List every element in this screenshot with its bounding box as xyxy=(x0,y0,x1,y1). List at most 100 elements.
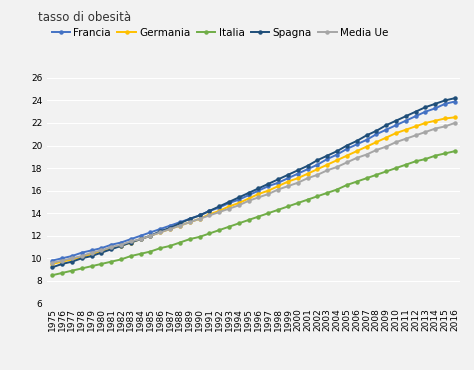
Media Ue xyxy=(393,140,399,144)
Media Ue xyxy=(265,192,271,196)
Francia xyxy=(59,256,65,260)
Italia xyxy=(334,187,340,192)
Media Ue xyxy=(354,156,360,160)
Germania xyxy=(344,154,350,158)
Francia xyxy=(89,248,94,253)
Spagna xyxy=(403,114,409,118)
Italia xyxy=(403,162,409,167)
Spagna xyxy=(423,105,428,110)
Spagna xyxy=(413,110,419,114)
Spagna xyxy=(99,250,104,255)
Italia xyxy=(49,273,55,278)
Italia xyxy=(148,249,154,254)
Media Ue xyxy=(99,248,104,253)
Media Ue xyxy=(187,220,192,225)
Spagna xyxy=(393,118,399,123)
Italia xyxy=(79,266,85,271)
Francia xyxy=(344,147,350,151)
Italia xyxy=(207,231,212,236)
Francia xyxy=(148,230,154,235)
Spagna xyxy=(59,262,65,266)
Media Ue xyxy=(315,173,320,177)
Francia xyxy=(167,223,173,228)
Germania xyxy=(315,167,320,171)
Media Ue xyxy=(138,237,144,241)
Francia xyxy=(265,184,271,188)
Italia xyxy=(413,159,419,164)
Germania xyxy=(79,255,85,259)
Italia xyxy=(246,218,252,222)
Media Ue xyxy=(49,260,55,265)
Media Ue xyxy=(374,148,379,152)
Francia xyxy=(207,209,212,213)
Germania xyxy=(423,121,428,125)
Spagna xyxy=(138,237,144,241)
Media Ue xyxy=(177,223,183,228)
Line: Spagna: Spagna xyxy=(51,97,456,269)
Media Ue xyxy=(109,245,114,249)
Francia xyxy=(157,227,163,231)
Germania xyxy=(167,227,173,231)
Media Ue xyxy=(275,187,281,192)
Italia xyxy=(265,211,271,215)
Germania xyxy=(403,128,409,132)
Germania xyxy=(157,230,163,235)
Germania xyxy=(197,216,202,221)
Germania xyxy=(59,259,65,264)
Media Ue xyxy=(79,254,85,258)
Media Ue xyxy=(334,165,340,169)
Media Ue xyxy=(167,227,173,231)
Italia xyxy=(177,240,183,245)
Francia xyxy=(128,237,134,241)
Francia xyxy=(423,110,428,114)
Germania xyxy=(275,184,281,188)
Italia xyxy=(109,259,114,264)
Spagna xyxy=(157,229,163,233)
Media Ue xyxy=(217,210,222,214)
Italia xyxy=(452,149,458,154)
Spagna xyxy=(128,240,134,245)
Francia xyxy=(403,118,409,123)
Germania xyxy=(128,240,134,245)
Germania xyxy=(265,188,271,193)
Germania xyxy=(118,244,124,248)
Media Ue xyxy=(197,216,202,221)
Media Ue xyxy=(413,133,419,138)
Francia xyxy=(305,167,310,171)
Francia xyxy=(79,250,85,255)
Germania xyxy=(177,223,183,228)
Spagna xyxy=(118,244,124,248)
Francia xyxy=(197,213,202,218)
Spagna xyxy=(334,149,340,154)
Francia xyxy=(383,128,389,132)
Italia xyxy=(295,201,301,205)
Francia xyxy=(334,152,340,157)
Germania xyxy=(305,172,310,176)
Spagna xyxy=(109,247,114,252)
Francia xyxy=(99,246,104,250)
Media Ue xyxy=(148,233,154,238)
Germania xyxy=(432,118,438,123)
Francia xyxy=(413,114,419,118)
Francia xyxy=(226,201,232,205)
Spagna xyxy=(324,154,330,158)
Francia xyxy=(452,99,458,104)
Spagna xyxy=(295,168,301,172)
Italia xyxy=(226,225,232,229)
Francia xyxy=(275,181,281,185)
Media Ue xyxy=(364,152,369,157)
Spagna xyxy=(177,221,183,226)
Italia xyxy=(442,151,448,156)
Spagna xyxy=(442,98,448,102)
Germania xyxy=(393,131,399,135)
Francia xyxy=(177,220,183,225)
Italia xyxy=(275,208,281,212)
Germania xyxy=(207,212,212,216)
Germania xyxy=(324,162,330,167)
Media Ue xyxy=(295,181,301,185)
Germania xyxy=(452,115,458,120)
Francia xyxy=(69,254,75,258)
Germania xyxy=(89,252,94,256)
Spagna xyxy=(305,164,310,168)
Francia xyxy=(285,176,291,181)
